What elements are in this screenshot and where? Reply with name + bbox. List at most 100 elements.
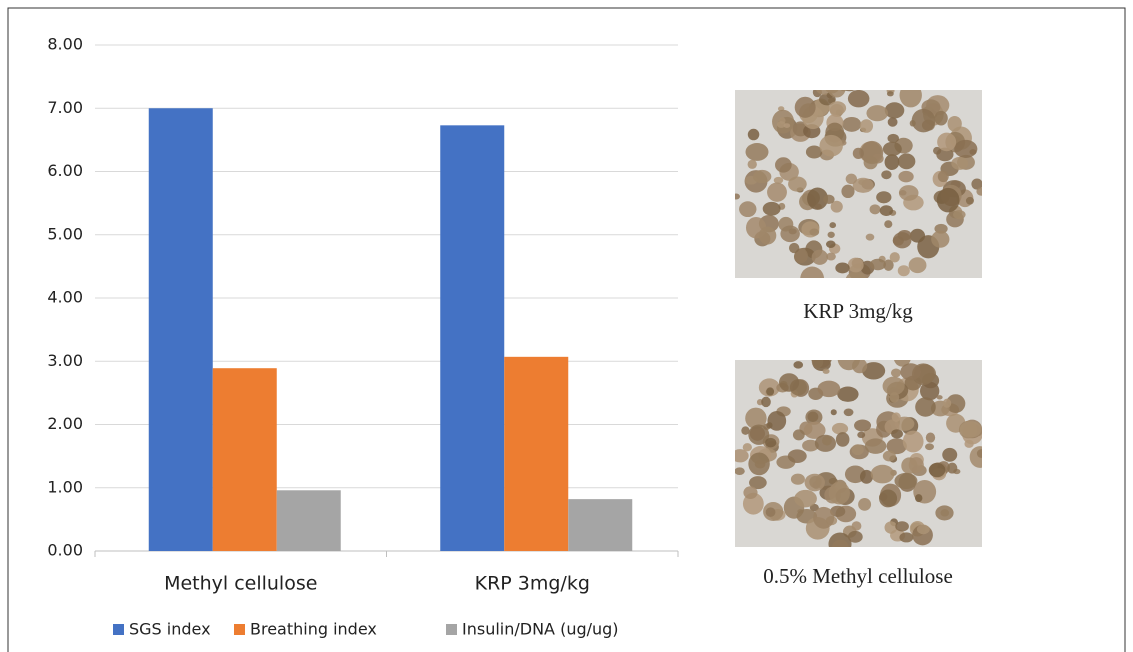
islet [876,191,892,204]
legend-swatch [113,624,124,635]
islet [807,187,829,210]
islet [741,426,750,435]
islet [964,439,974,448]
islet [824,281,831,286]
islet [895,521,909,532]
islet [805,145,823,159]
islet [792,429,805,441]
islet [891,412,901,422]
islet [883,259,894,271]
islet [869,81,876,86]
islet [976,187,982,196]
islet [842,116,862,132]
y-tick-label: 7.00 [47,98,83,117]
islet [911,108,936,133]
islet [841,184,855,199]
islet [863,155,878,170]
islet [886,91,894,97]
islet [830,505,846,517]
y-tick-label: 4.00 [47,288,83,307]
islet [852,177,874,193]
islet [793,361,804,369]
islet [845,271,867,278]
islet [851,444,864,456]
islet [780,225,800,243]
islet [749,426,766,441]
islet [778,373,800,392]
islet [787,449,807,463]
islet [899,90,922,108]
islet [925,443,934,451]
islet [889,252,900,263]
islet [766,387,775,396]
y-tick-label: 1.00 [47,477,83,496]
islet [947,462,958,474]
bar [440,125,505,551]
islet [864,438,887,454]
islet [847,530,863,543]
islet [925,432,936,443]
islet [822,368,830,374]
islet [817,380,841,398]
y-tick-label: 2.00 [47,414,83,433]
islet [813,506,835,529]
islet [886,438,907,455]
islet [936,147,954,162]
y-tick-label: 6.00 [47,161,83,180]
islet [884,521,898,534]
islet [916,524,930,535]
y-tick-label: 8.00 [47,35,83,54]
islet [835,432,850,447]
islet [762,201,781,216]
islet [890,368,902,378]
islet [971,178,982,190]
islet [830,200,843,213]
islet [884,154,900,170]
y-tick-label: 0.00 [47,541,83,560]
islet [854,419,872,432]
islet [884,220,893,228]
islet [845,79,855,90]
islet [909,228,926,243]
islet [767,410,787,431]
islet [745,143,769,161]
islet [773,176,784,184]
islet [739,201,757,218]
islet [743,486,758,499]
islet [898,170,914,183]
bar [568,499,633,551]
islet [830,409,837,416]
islet [747,128,760,141]
legend-swatch [234,624,245,635]
islet [897,153,916,170]
islet [870,464,895,484]
frame [7,7,1126,652]
islet [761,396,771,408]
islet [859,469,874,484]
islet [866,105,889,122]
islet [837,360,860,371]
islet [735,467,745,475]
islet [767,182,787,202]
x-tick-label: Methyl cellulose [164,573,317,595]
islet [826,252,836,261]
islet [928,462,946,478]
islet [742,443,752,452]
islet [745,407,767,429]
islet [758,226,777,245]
x-tick-label: KRP 3mg/kg [475,573,590,595]
islet [887,133,899,143]
image-caption: KRP 3mg/kg [803,299,913,323]
islet [831,422,849,435]
islet [802,439,819,452]
islet [794,96,816,118]
islet [882,450,896,462]
islet [735,193,740,200]
photos [735,79,982,547]
islet [953,210,966,220]
islet [891,429,903,439]
islet [809,503,819,512]
islet [735,449,749,463]
islet [935,505,954,521]
